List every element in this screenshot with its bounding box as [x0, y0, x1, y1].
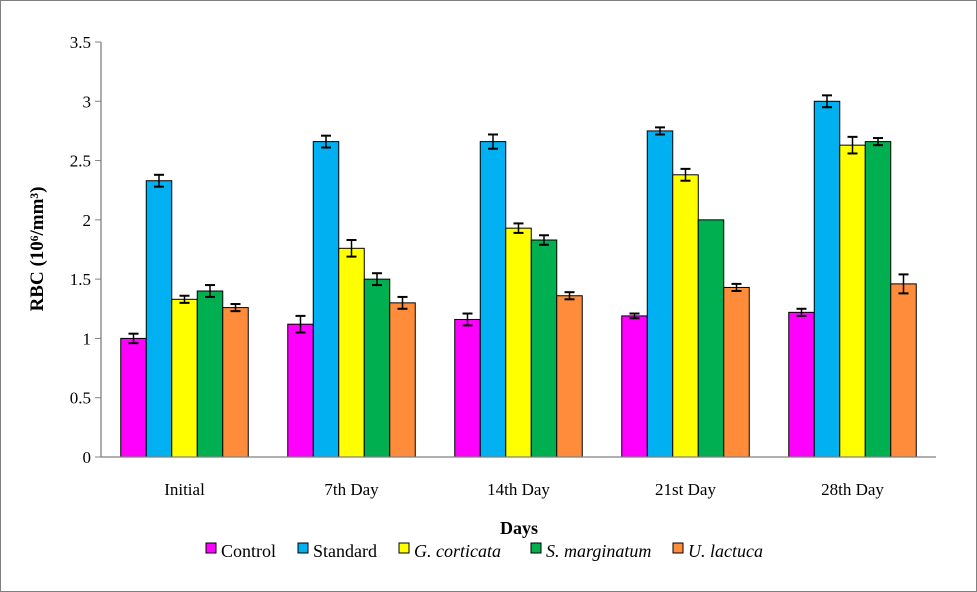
legend-swatch [672, 542, 684, 554]
legend-label: Standard [313, 541, 377, 561]
y-tick-label: 0.5 [70, 389, 91, 408]
bar [145, 180, 173, 458]
bar [389, 302, 416, 458]
bar [287, 323, 314, 458]
bar [788, 311, 815, 458]
x-tick-label: 14th Day [487, 480, 550, 499]
legend: Control Standard G. corticata S. marginatum… [205, 541, 763, 561]
bar [839, 144, 866, 458]
y-tick-label: 2.5 [70, 152, 91, 171]
bar [530, 239, 558, 458]
x-tick-label: 28th Day [821, 480, 884, 499]
bar [196, 290, 224, 458]
bar [505, 227, 532, 458]
legend-label: Control [221, 541, 276, 561]
bar [813, 100, 841, 458]
legend-label: U. lactuca [688, 541, 763, 561]
bar [621, 315, 648, 458]
bar [312, 141, 340, 458]
bar [222, 307, 249, 458]
bar [171, 298, 198, 458]
y-tick-label: 0 [83, 448, 92, 467]
x-tick-label: 7th Day [324, 480, 379, 499]
y-axis-label-main: RBC (10⁶/mm³) [27, 187, 48, 312]
legend-label: G. corticata [414, 541, 501, 561]
y-tick-label: 3 [83, 92, 92, 111]
bar [890, 283, 917, 458]
bar [479, 141, 507, 458]
bar [120, 337, 147, 458]
y-tick-label: 1.5 [70, 270, 91, 289]
bar [338, 247, 365, 458]
bar [672, 174, 699, 458]
bar [363, 278, 391, 458]
bar [697, 219, 725, 458]
bar [454, 318, 481, 458]
legend-swatch [530, 542, 542, 554]
x-tick-label: Initial [164, 480, 205, 499]
bar [723, 286, 750, 458]
legend-swatch [398, 542, 410, 554]
bar [864, 141, 892, 458]
y-axis: 0 0.5 1 1.5 2 2.5 3 3.5 [70, 33, 102, 467]
y-tick-label: 3.5 [70, 33, 91, 52]
y-tick-label: 1 [83, 329, 92, 348]
legend-label: S. marginatum [546, 541, 651, 561]
y-axis-label: RBC (10⁶/mm³) [27, 187, 48, 312]
bar [556, 295, 583, 458]
y-tick-label: 2 [83, 211, 92, 230]
x-axis: Initial 7th Day 14th Day 21st Day 28th Day [101, 456, 936, 499]
bars [120, 94, 917, 458]
x-axis-label: Days [500, 518, 538, 538]
legend-swatch [297, 542, 309, 554]
bar [646, 130, 674, 458]
x-tick-label: 21st Day [655, 480, 716, 499]
legend-swatch [205, 542, 217, 554]
